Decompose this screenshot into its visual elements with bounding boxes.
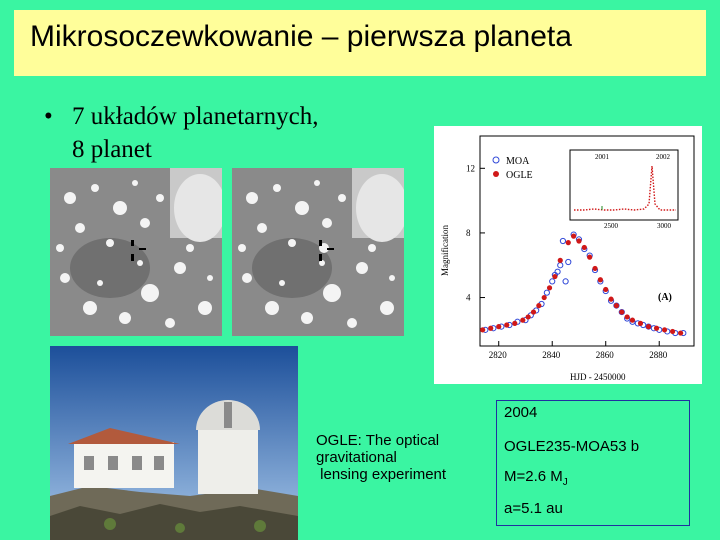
ogle-point xyxy=(525,314,531,320)
inset-frame xyxy=(569,149,679,221)
planet-mass-unit: J xyxy=(562,477,568,488)
legend-ogle-label: OGLE xyxy=(506,170,533,181)
ogle-point xyxy=(613,303,620,309)
inset-tick-2500: 2500 xyxy=(604,222,619,230)
light-curve-chart: 2820 2840 2860 2880 4 8 12 MOA OGLE 2001 2002 … xyxy=(434,126,702,384)
bullet-line-1: 7 układów planetarnych, xyxy=(72,103,319,130)
legend-moa-label: MOA xyxy=(506,156,530,167)
ogle-point xyxy=(557,257,563,263)
moa-point xyxy=(565,258,572,266)
sky-image-after xyxy=(232,168,404,336)
ogle-point xyxy=(581,244,587,251)
ogle-caption: OGLE: The optical gravitational lensing … xyxy=(316,432,447,483)
ogle-point xyxy=(541,294,547,301)
planet-name: OGLE235-MOA53 b xyxy=(504,438,640,455)
moa-point xyxy=(562,278,569,285)
ogle-point xyxy=(678,330,684,336)
ogle-point xyxy=(629,317,636,323)
ogle-point xyxy=(536,303,542,309)
light-curve-svg: 2820 2840 2860 2880 4 8 12 MOA OGLE 2001 2002 … xyxy=(440,135,695,382)
planet-mass-value: M=2.6 M xyxy=(504,468,563,485)
panel-annotation: (A) xyxy=(658,292,672,303)
planet-distance: a=5.1 au xyxy=(504,500,563,517)
ogle-point xyxy=(565,240,571,246)
moa-point xyxy=(557,262,564,269)
moa-point xyxy=(549,278,556,285)
ogle-point xyxy=(624,314,630,320)
x-tick-label: 2840 xyxy=(542,350,561,360)
ogle-point xyxy=(653,325,660,331)
ogle-point xyxy=(576,238,582,244)
ogle-point xyxy=(530,309,537,315)
y-tick-label: 8 xyxy=(466,228,471,238)
ogle-point xyxy=(512,320,518,326)
discovery-year: 2004 xyxy=(504,404,538,421)
ogle-point xyxy=(661,327,668,333)
bullet-symbol: • xyxy=(44,103,53,130)
x-tick-label: 2860 xyxy=(596,350,615,360)
legend-ogle-marker xyxy=(493,171,499,177)
moa-point xyxy=(554,268,561,275)
x-tick-label: 2820 xyxy=(489,350,508,360)
y-axis-label: Magnification xyxy=(440,225,450,276)
moa-point xyxy=(543,289,550,296)
ogle-point xyxy=(670,328,676,335)
moa-point xyxy=(559,237,567,245)
title-box xyxy=(14,10,706,76)
ogle-point xyxy=(608,296,614,302)
ogle-point xyxy=(552,273,558,280)
ogle-point xyxy=(480,327,486,333)
ogle-point xyxy=(520,317,526,323)
planet-info-box xyxy=(496,400,690,526)
inset-tick-2002: 2002 xyxy=(656,153,671,161)
ogle-point xyxy=(645,324,652,330)
inset-tick-3000: 3000 xyxy=(657,222,672,230)
ogle-point xyxy=(619,309,625,315)
ogle-point xyxy=(496,324,502,330)
ogle-point xyxy=(546,285,553,291)
sky-image-before xyxy=(50,168,222,336)
ogle-point xyxy=(592,265,598,272)
inset-curve xyxy=(574,165,676,211)
y-tick-label: 12 xyxy=(466,163,475,173)
ogle-point xyxy=(597,277,603,283)
x-tick-label: 2880 xyxy=(649,350,668,360)
planet-mass: M=2.6 MJ xyxy=(504,468,568,488)
y-tick-label: 4 xyxy=(466,293,471,303)
moa-point xyxy=(645,323,652,330)
ogle-point xyxy=(488,325,494,331)
legend-moa-marker xyxy=(492,156,500,164)
ogle-point xyxy=(504,322,510,328)
slide-title: Mikrosoczewkowanie – pierwsza planeta xyxy=(30,20,572,53)
ogle-point xyxy=(637,320,644,326)
ogle-point xyxy=(603,286,609,293)
inset-plot: 2001 2002 2500 3000 xyxy=(569,149,679,230)
ogle-point xyxy=(571,233,577,239)
bullet-line-2: 8 planet xyxy=(72,136,152,163)
ogle-point xyxy=(587,254,593,260)
inset-tick-2001: 2001 xyxy=(595,153,610,161)
observatory-photo xyxy=(50,346,298,540)
plot-frame xyxy=(479,135,695,347)
x-axis-label: HJD - 2450000 xyxy=(570,372,626,382)
